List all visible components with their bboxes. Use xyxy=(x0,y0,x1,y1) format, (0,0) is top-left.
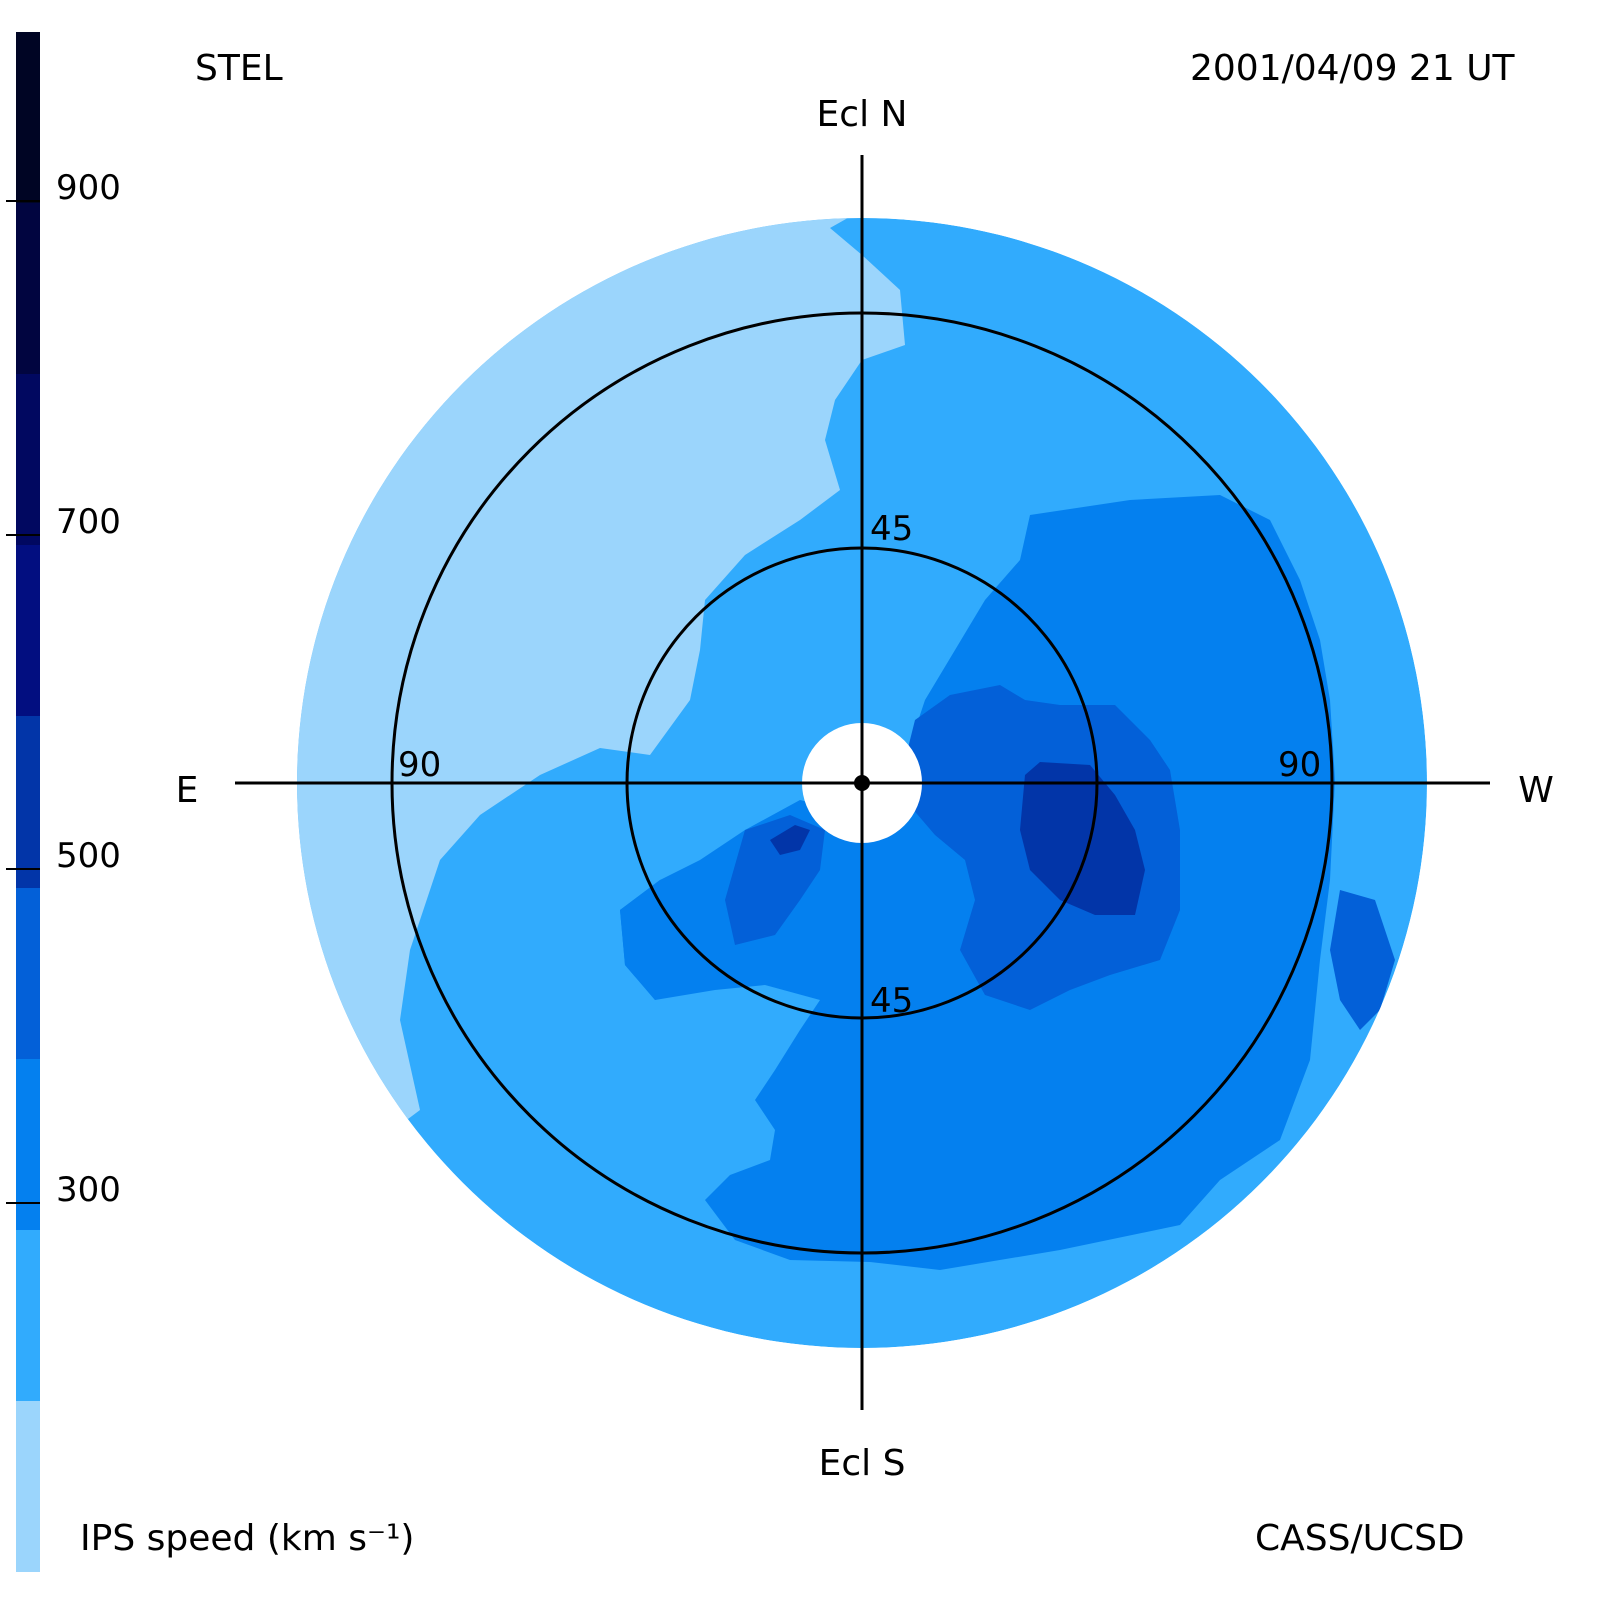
colorbar-band-4 xyxy=(16,716,40,888)
colorbar-band-8 xyxy=(16,32,40,204)
label-east: E xyxy=(176,770,199,811)
observatory-label: STEL xyxy=(195,48,283,89)
label-inner-ring-north: 45 xyxy=(870,509,913,549)
colorbar-title: IPS speed (km s⁻¹) xyxy=(80,1518,415,1559)
colorbar-ticklabel-900: 900 xyxy=(56,168,121,208)
label-outer-ring-east: 90 xyxy=(398,745,441,785)
colorbar-band-6 xyxy=(16,374,40,546)
colorbar-band-3 xyxy=(16,887,40,1059)
colorbar-tick-700 xyxy=(6,534,40,536)
timestamp-label: 2001/04/09 21 UT xyxy=(1190,48,1515,89)
colorbar-band-1 xyxy=(16,1229,40,1401)
colorbar-band-2 xyxy=(16,1058,40,1230)
colorbar-band-5 xyxy=(16,545,40,717)
region-medium-southeast xyxy=(620,870,730,1000)
label-outer-ring-west: 90 xyxy=(1278,745,1321,785)
colorbar-ticklabel-500: 500 xyxy=(56,836,121,876)
label-inner-ring-south: 45 xyxy=(870,981,913,1021)
credit-label: CASS/UCSD xyxy=(1255,1518,1465,1559)
label-ecl-south: Ecl S xyxy=(819,1443,906,1484)
region-faster-spot xyxy=(770,825,810,855)
speed-colorbar xyxy=(16,32,40,1572)
colorbar-tick-900 xyxy=(6,200,40,202)
region-fast-west-limb xyxy=(1330,890,1395,1030)
label-west: W xyxy=(1518,770,1554,811)
colorbar-band-7 xyxy=(16,203,40,375)
region-faster-core xyxy=(1020,762,1145,915)
region-slow-east xyxy=(297,218,905,1150)
label-ecl-north: Ecl N xyxy=(817,94,908,135)
colorbar-ticklabel-300: 300 xyxy=(56,1170,121,1210)
colorbar-tick-300 xyxy=(6,1202,40,1204)
colorbar-band-0 xyxy=(16,1400,40,1572)
colorbar-tick-500 xyxy=(6,868,40,870)
colorbar-ticklabel-700: 700 xyxy=(56,502,121,542)
